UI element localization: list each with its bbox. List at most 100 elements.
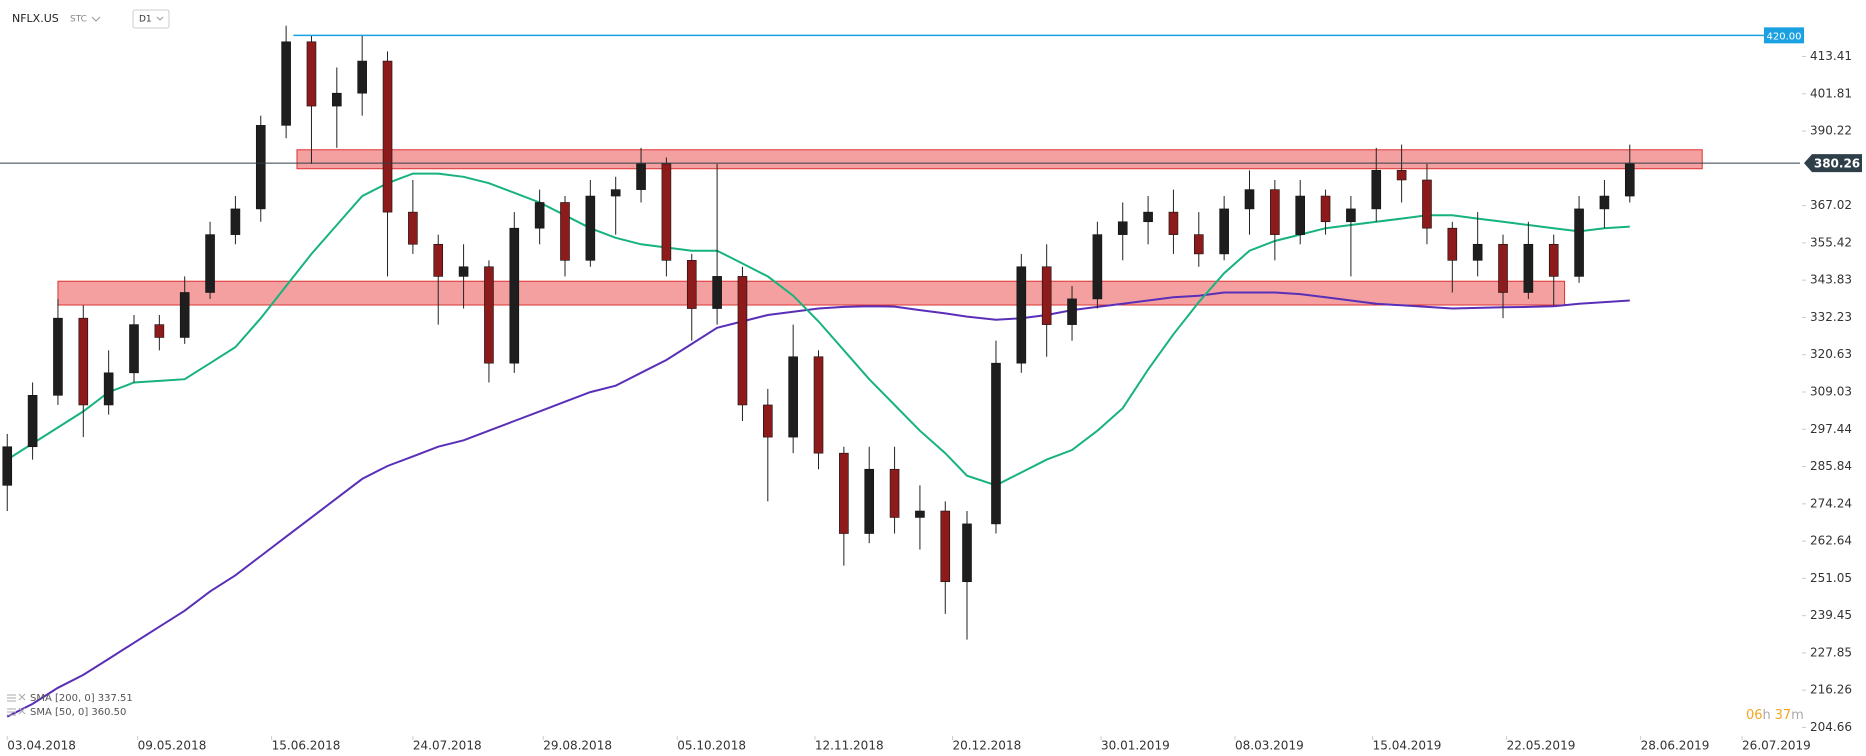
x-tick-label: 20.12.2018 <box>953 739 1022 753</box>
last-price-label: 380.26 <box>1814 157 1860 171</box>
candle-body <box>281 41 291 126</box>
candle-body <box>1371 170 1382 210</box>
candle-body <box>129 324 139 374</box>
candle-body <box>1548 243 1559 277</box>
sma-line <box>6 172 1630 487</box>
candle-body <box>788 356 798 438</box>
y-tick-label: 204.66 <box>1810 720 1852 734</box>
candle-body <box>763 404 773 438</box>
symbol: NFLX.US <box>12 12 59 25</box>
y-tick-label: 274.24 <box>1810 496 1852 510</box>
candle-body <box>306 41 317 107</box>
interval-box[interactable] <box>132 9 170 29</box>
candle-body <box>610 189 621 197</box>
source[interactable]: STC <box>70 15 87 25</box>
candle-body <box>1168 211 1179 235</box>
legend-close[interactable] <box>18 693 26 701</box>
x-tick-label: 15.04.2019 <box>1373 739 1442 753</box>
y-tick-label: 297.44 <box>1810 422 1852 436</box>
candle-body <box>433 243 444 277</box>
candle-body <box>1041 266 1052 325</box>
candle-body <box>737 276 748 406</box>
candle-body <box>1270 189 1280 235</box>
x-tick-label: 22.05.2019 <box>1507 739 1576 753</box>
candle-body <box>1422 179 1432 229</box>
candle-body <box>1193 234 1204 255</box>
candle-body <box>1067 298 1077 325</box>
candle-body <box>154 324 165 338</box>
candle-body <box>458 266 469 277</box>
candle-body <box>332 92 342 107</box>
candle-body <box>636 163 646 190</box>
x-tick-label: 08.03.2019 <box>1235 739 1304 753</box>
candle-body <box>686 260 697 309</box>
countdown-unit: h <box>1763 708 1771 723</box>
candle-body <box>962 523 972 583</box>
candle-body <box>1295 195 1306 235</box>
last-price-box <box>1804 154 1862 173</box>
x-tick-label: 24.07.2018 <box>413 739 482 753</box>
x-tick-label: 05.10.2018 <box>677 739 746 753</box>
candle-body <box>27 395 38 448</box>
candle-body <box>813 356 824 454</box>
x-tick-label: 09.05.2018 <box>138 739 207 753</box>
candle-body <box>408 211 418 245</box>
candle-body <box>53 317 63 396</box>
candle-body <box>864 468 875 534</box>
candle-body <box>1016 266 1027 364</box>
interval[interactable]: D1 <box>139 15 152 25</box>
y-tick-label: 216.26 <box>1810 683 1852 697</box>
candle-body <box>484 266 494 364</box>
candle-body <box>1498 243 1508 293</box>
y-tick-label: 227.85 <box>1810 645 1852 659</box>
candle-body <box>1447 227 1458 261</box>
candle-body <box>509 227 520 364</box>
candle-body <box>1117 221 1128 235</box>
candle-body <box>255 125 266 210</box>
candle-body <box>230 208 241 235</box>
y-tick-label: 332.23 <box>1810 310 1852 324</box>
candle-body <box>1523 243 1534 293</box>
candle-body <box>1396 170 1407 181</box>
countdown: 06h 37m <box>1746 708 1804 723</box>
interval-dropdown[interactable] <box>156 16 164 21</box>
y-tick-label: 285.84 <box>1810 459 1852 473</box>
candle-body <box>1092 234 1103 300</box>
axis-layer: 204.66 216.26 227.85 239.45 251.05 262.64 274.… <box>0 27 1862 753</box>
candle-body <box>1574 208 1584 277</box>
candle-body <box>1624 163 1635 197</box>
candle-body <box>78 317 89 406</box>
legend-entry: SMA [50, 0] 360.50 <box>30 707 126 718</box>
legend-close[interactable] <box>18 707 26 715</box>
candle-body <box>382 60 393 213</box>
y-tick-label: 390.22 <box>1810 124 1852 138</box>
lines-layer <box>6 172 1630 718</box>
legend-entry: SMA [200, 0] 337.51 <box>30 693 133 704</box>
level-label: 420.00 <box>1767 31 1802 42</box>
candle-body <box>179 292 190 338</box>
candle-body <box>1219 208 1229 255</box>
candle-body <box>205 234 215 293</box>
candle-body <box>560 202 570 261</box>
legend-icon[interactable] <box>7 694 16 702</box>
x-tick-label: 26.07.2019 <box>1742 739 1811 753</box>
sma-line <box>6 291 1630 718</box>
x-tick-label: 15.06.2018 <box>272 739 341 753</box>
y-tick-label: 309.03 <box>1810 385 1852 399</box>
x-tick-label: 29.08.2018 <box>543 739 612 753</box>
legend-icon[interactable] <box>7 708 16 716</box>
x-tick-label: 28.06.2019 <box>1641 739 1710 753</box>
countdown-unit: m <box>1791 708 1804 723</box>
x-tick-label: 12.11.2018 <box>815 739 884 753</box>
source-dropdown[interactable] <box>91 16 101 22</box>
candle-body <box>889 468 900 518</box>
y-tick-label: 355.42 <box>1810 235 1852 249</box>
zones-layer <box>57 149 1703 306</box>
y-tick-label: 401.81 <box>1810 86 1852 100</box>
candle-body <box>103 372 114 406</box>
legend-icons <box>7 693 26 716</box>
candle-body <box>1244 189 1255 210</box>
candle-body <box>357 60 367 94</box>
candle-body <box>1143 211 1153 223</box>
